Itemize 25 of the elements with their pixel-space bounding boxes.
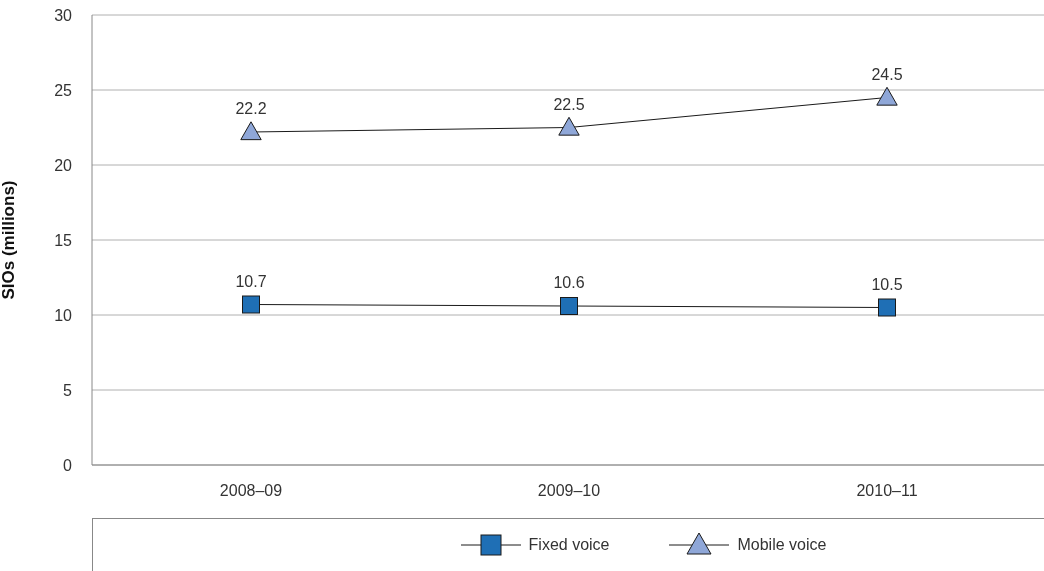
y-tick-label: 15 — [54, 231, 73, 249]
data-label: 22.2 — [235, 100, 267, 117]
point — [242, 295, 260, 314]
y-tick-label: 0 — [63, 456, 73, 474]
data-label: 24.5 — [871, 65, 903, 83]
data-label: 22.5 — [553, 95, 585, 113]
point — [560, 297, 578, 315]
y-tick-label: 5 — [63, 381, 73, 399]
y-tick-label: 10 — [54, 306, 73, 324]
y-tick-label: 25 — [54, 81, 73, 99]
x-tick-label: 2009–10 — [537, 482, 601, 500]
y-tick-label: 30 — [54, 6, 73, 24]
legend-label: Fixed voice — [528, 536, 610, 554]
point — [878, 298, 896, 317]
y-tick-label: 20 — [54, 156, 73, 174]
point — [240, 121, 262, 141]
data-label: 10.5 — [871, 275, 903, 293]
y-axis-title: SIOs (millions) — [0, 180, 19, 300]
data-label: 10.6 — [553, 274, 585, 291]
x-tick-label: 2010–11 — [856, 482, 918, 500]
point — [558, 116, 580, 136]
x-tick-label: 2008–09 — [219, 482, 283, 500]
data-label: 10.7 — [235, 272, 267, 290]
legend-label: Mobile voice — [737, 536, 827, 554]
point — [876, 86, 898, 106]
